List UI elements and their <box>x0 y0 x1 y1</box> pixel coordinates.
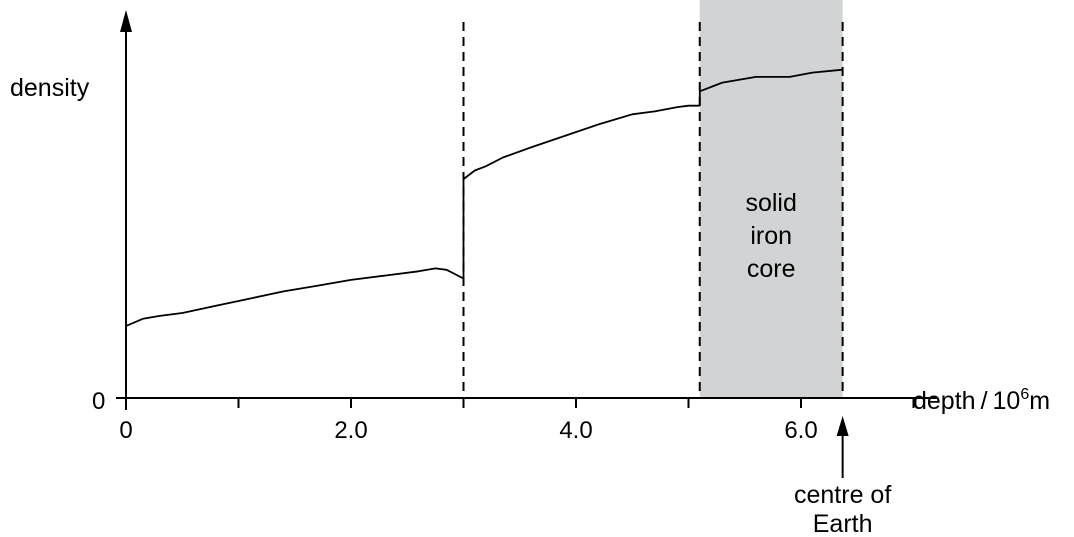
x-tick-label-3: 6.0 <box>784 417 817 444</box>
density-curve <box>125 68 843 327</box>
core-label-line-1: iron <box>750 222 792 250</box>
core-label-line-2: core <box>747 255 796 283</box>
y-axis-arrowhead <box>120 10 132 32</box>
centre-label-line-1: Earth <box>813 510 873 537</box>
centre-of-earth-arrowhead <box>836 416 849 436</box>
y-axis-label: density <box>10 74 90 102</box>
density-curve-segment-1 <box>462 104 700 279</box>
x-tick-label-1: 2.0 <box>334 417 367 444</box>
x-axis-label-unit: m <box>1029 387 1050 415</box>
x-axis-label-exponent: 6 <box>1020 386 1029 403</box>
x-tick-label-2: 4.0 <box>559 417 592 444</box>
x-axis-label-main: depth / 10 <box>913 387 1020 415</box>
centre-label-line-0: centre of <box>794 481 891 509</box>
core-label-line-0: solid <box>745 189 796 217</box>
density-curve-segment-0 <box>125 267 464 327</box>
x-axis-label: depth / 106m <box>913 386 1050 415</box>
solid-iron-core-label: solid iron core <box>745 189 796 283</box>
x-axis-ticks: 0 2.0 4.0 6.0 <box>119 398 915 444</box>
density-curve-segment-2 <box>698 68 843 106</box>
solid-iron-core-region <box>699 0 843 398</box>
x-tick-label-0: 0 <box>119 417 132 444</box>
y-axis-zero-label: 0 <box>92 388 105 415</box>
